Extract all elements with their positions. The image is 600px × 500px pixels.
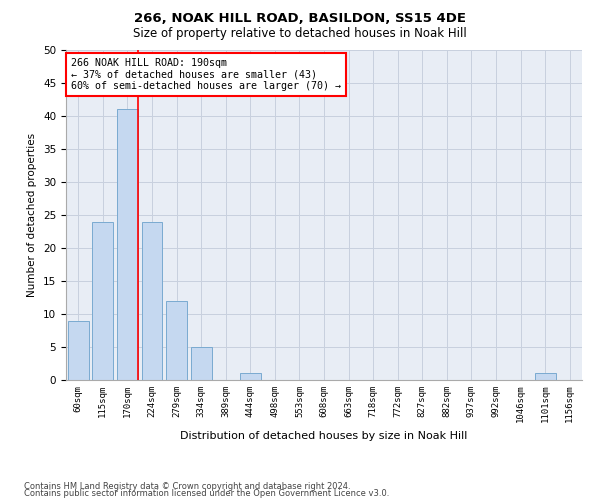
Text: 266 NOAK HILL ROAD: 190sqm
← 37% of detached houses are smaller (43)
60% of semi: 266 NOAK HILL ROAD: 190sqm ← 37% of deta…: [71, 58, 341, 92]
Bar: [68, 320, 89, 380]
Text: 266, NOAK HILL ROAD, BASILDON, SS15 4DE: 266, NOAK HILL ROAD, BASILDON, SS15 4DE: [134, 12, 466, 26]
Bar: [92, 222, 113, 380]
Text: Size of property relative to detached houses in Noak Hill: Size of property relative to detached ho…: [133, 28, 467, 40]
Bar: [191, 347, 212, 380]
Bar: [142, 222, 163, 380]
Text: Contains HM Land Registry data © Crown copyright and database right 2024.: Contains HM Land Registry data © Crown c…: [24, 482, 350, 491]
Text: Contains public sector information licensed under the Open Government Licence v3: Contains public sector information licen…: [24, 490, 389, 498]
Bar: [117, 110, 138, 380]
Bar: [535, 374, 556, 380]
Bar: [166, 301, 187, 380]
X-axis label: Distribution of detached houses by size in Noak Hill: Distribution of detached houses by size …: [181, 431, 467, 441]
Bar: [240, 374, 261, 380]
Y-axis label: Number of detached properties: Number of detached properties: [28, 133, 37, 297]
